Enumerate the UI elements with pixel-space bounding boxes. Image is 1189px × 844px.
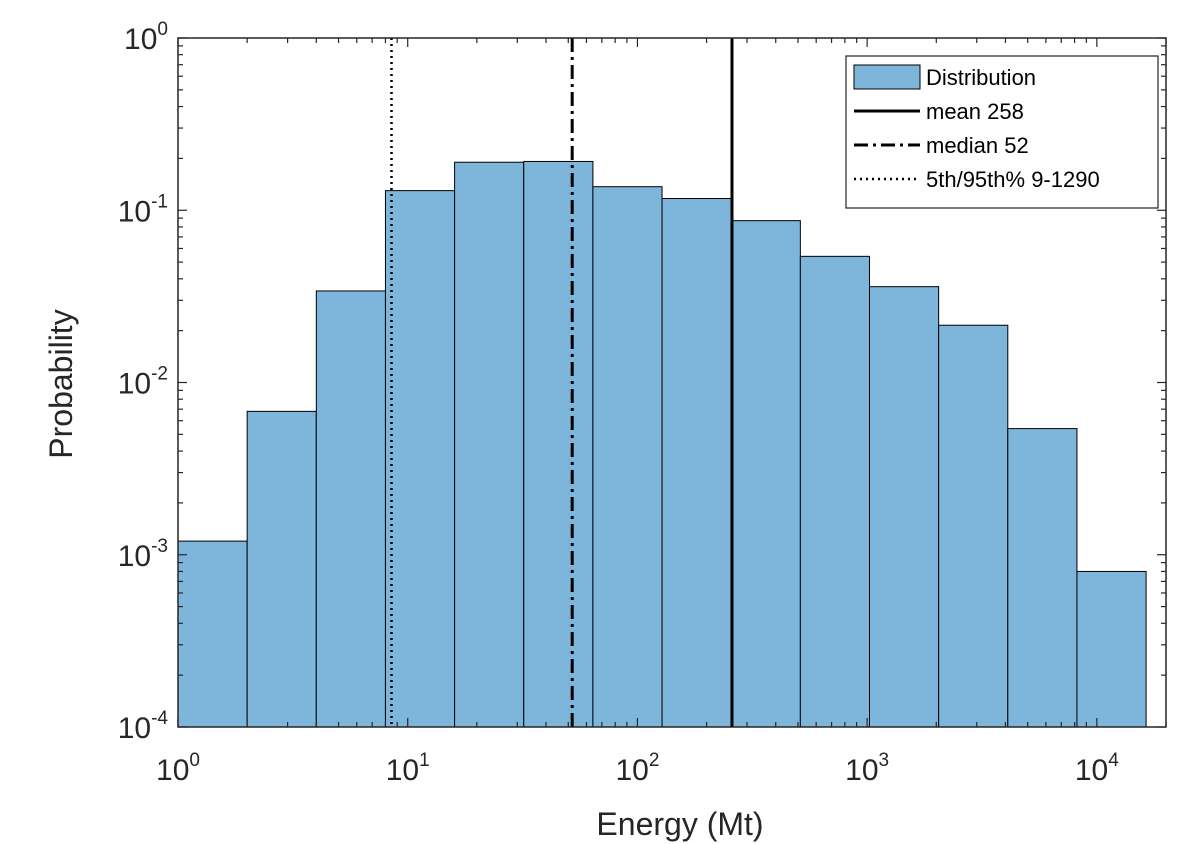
tick-exponent: -3 bbox=[151, 536, 168, 557]
tick-base: 10 bbox=[386, 754, 419, 787]
histogram-bar bbox=[523, 160, 594, 728]
x-tick-label: 104 bbox=[1075, 750, 1119, 787]
y-tick-label: 10-3 bbox=[118, 536, 168, 573]
legend-label: 5th/95th% 9-1290 bbox=[926, 167, 1100, 192]
histogram-bar bbox=[730, 220, 801, 728]
y-axis-title: Probability bbox=[43, 309, 79, 458]
legend-swatch bbox=[853, 64, 921, 90]
y-tick-label: 100 bbox=[124, 19, 168, 56]
tick-exponent: 0 bbox=[157, 19, 168, 40]
tick-base: 10 bbox=[156, 754, 189, 787]
bars-group bbox=[177, 160, 1147, 728]
legend-label: Distribution bbox=[926, 65, 1036, 90]
x-tick-label: 100 bbox=[156, 750, 200, 787]
histogram-bar bbox=[661, 198, 732, 728]
y-tick-label: 10-1 bbox=[118, 191, 168, 228]
tick-base: 10 bbox=[118, 195, 151, 228]
tick-base: 10 bbox=[615, 754, 648, 787]
histogram-bar bbox=[799, 255, 871, 728]
legend: Distribution mean 258 median 52 5th/95th% 9… bbox=[845, 55, 1159, 209]
tick-exponent: -2 bbox=[151, 364, 168, 385]
tick-exponent: 2 bbox=[649, 750, 660, 771]
histogram-bar bbox=[938, 324, 1009, 728]
histogram-bar bbox=[384, 190, 456, 728]
histogram-bar bbox=[592, 186, 663, 728]
tick-base: 10 bbox=[118, 712, 151, 745]
tick-base: 10 bbox=[118, 540, 151, 573]
x-tick-label: 102 bbox=[615, 750, 659, 787]
histogram-bar bbox=[177, 540, 248, 728]
y-tick-label: 10-4 bbox=[118, 708, 169, 745]
tick-exponent: -4 bbox=[151, 708, 168, 729]
legend-label: mean 258 bbox=[926, 99, 1024, 124]
tick-base: 10 bbox=[118, 368, 151, 401]
axes-group bbox=[177, 37, 1167, 728]
y-tick-label: 10-2 bbox=[118, 364, 168, 401]
histogram-bar bbox=[1076, 570, 1147, 728]
tick-exponent: 3 bbox=[879, 750, 890, 771]
histogram-bar bbox=[869, 286, 940, 728]
x-tick-label: 101 bbox=[386, 750, 430, 787]
reference-lines bbox=[390, 38, 734, 727]
tick-base: 10 bbox=[1075, 754, 1108, 787]
x-tick-label: 103 bbox=[845, 750, 889, 787]
tick-base: 10 bbox=[845, 754, 878, 787]
tick-exponent: -1 bbox=[151, 191, 168, 212]
histogram-bar bbox=[315, 290, 386, 728]
histogram-bar bbox=[1007, 428, 1078, 728]
histogram-bar bbox=[246, 410, 317, 728]
legend-label: median 52 bbox=[926, 133, 1029, 158]
tick-exponent: 1 bbox=[419, 750, 430, 771]
tick-base: 10 bbox=[124, 23, 157, 56]
histogram-bar bbox=[454, 161, 525, 728]
x-axis-title: Energy (Mt) bbox=[596, 806, 763, 842]
tick-exponent: 0 bbox=[189, 750, 200, 771]
tick-exponent: 4 bbox=[1108, 750, 1119, 771]
